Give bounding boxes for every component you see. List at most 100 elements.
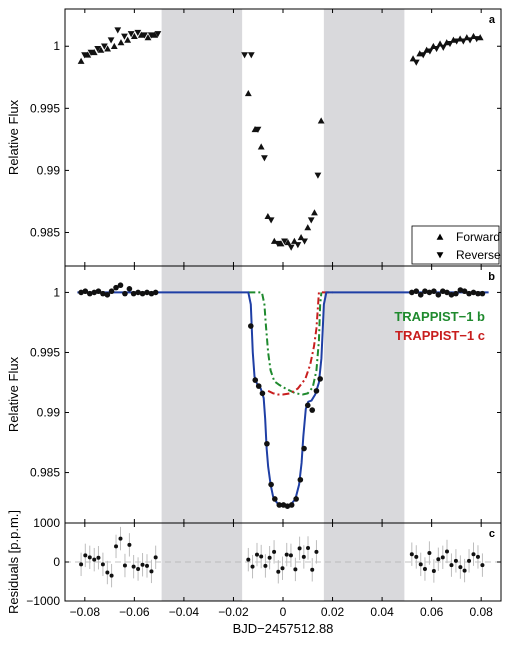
forward-point-17: [277, 240, 285, 247]
binned-point-38: [417, 292, 424, 298]
reverse-point-23: [314, 172, 322, 179]
y-tick-label-b-2: 0.995: [30, 345, 60, 359]
panel-b-data-points: [78, 282, 486, 509]
x-tick-label-4: 0: [280, 605, 287, 619]
x-tick-label-5: 0.02: [321, 605, 345, 619]
residual-point-39: [427, 551, 432, 556]
forward-point-1: [84, 51, 92, 58]
forward-point-10: [144, 34, 152, 41]
panel-c-label: c: [489, 528, 495, 540]
reverse-point-32: [466, 37, 474, 44]
reverse-point-19: [287, 244, 295, 251]
reverse-point-24: [412, 59, 420, 66]
reverse-point-28: [439, 44, 447, 51]
binned-point-20: [255, 383, 262, 389]
residual-point-3: [92, 557, 97, 562]
binned-point-19: [252, 377, 259, 383]
panel-c-frame: [64, 522, 502, 602]
residual-point-26: [280, 566, 285, 571]
residual-point-6: [105, 570, 110, 575]
binned-point-5: [100, 290, 106, 297]
binned-point-27: [284, 503, 291, 509]
forward-point-4: [104, 45, 112, 52]
shaded-region-a-2: [323, 9, 405, 266]
binned-point-46: [453, 290, 459, 297]
reverse-point-3: [100, 43, 108, 50]
shaded-region-b-2: [323, 266, 405, 523]
x-tick-label-3: −0.02: [218, 605, 249, 619]
reverse-point-8: [134, 29, 142, 36]
reverse-point-20: [294, 242, 302, 249]
residual-point-42: [440, 555, 445, 560]
legend-forward-marker: [436, 233, 444, 240]
residual-point-10: [122, 563, 127, 568]
reverse-point-18: [281, 238, 288, 245]
binned-point-29: [293, 496, 299, 502]
reverse-point-16: [267, 217, 275, 224]
binned-point-50: [470, 289, 477, 296]
residual-point-25: [276, 569, 281, 574]
trappist-1c-model-curve: [267, 291, 333, 396]
panel-b-y-axis-label: Relative Flux: [6, 356, 21, 432]
reverse-point-0: [81, 52, 88, 59]
reverse-point-10: [147, 32, 155, 39]
binned-point-9: [117, 282, 124, 289]
x-tick-label-1: −0.06: [119, 605, 150, 619]
residual-point-40: [431, 568, 436, 573]
reverse-point-25: [419, 52, 427, 59]
forward-point-5: [110, 42, 118, 49]
reverse-point-11: [154, 31, 162, 38]
residual-point-20: [254, 552, 259, 557]
panel-a-y-ticks: 0.985 0.99 0.995 1: [30, 39, 501, 239]
residual-point-4: [96, 555, 101, 560]
binned-point-40: [426, 289, 433, 296]
residual-point-17: [153, 555, 158, 560]
binned-point-37: [413, 288, 420, 295]
binned-point-43: [439, 288, 446, 295]
panel-b-x-ticks: [84, 266, 482, 523]
reverse-point-4: [107, 37, 115, 44]
reverse-point-33: [473, 36, 481, 43]
binned-point-7: [108, 288, 115, 295]
residual-point-33: [310, 567, 315, 572]
forward-point-8: [130, 32, 138, 40]
binned-point-17: [152, 289, 159, 296]
y-tick-label-a-2: 0.995: [30, 101, 60, 115]
panel-a-shaded-regions: [161, 9, 405, 266]
y-tick-label-a-1: 0.99: [37, 163, 61, 177]
binned-point-14: [139, 290, 146, 297]
panel-c-error-bars: [80, 526, 483, 588]
binned-point-49: [466, 290, 472, 297]
binned-point-25: [276, 502, 283, 508]
y-tick-label-c-2: 1000: [33, 516, 60, 530]
residual-point-16: [149, 569, 154, 574]
residual-point-23: [267, 555, 272, 560]
reverse-point-15: [261, 155, 268, 162]
panel-a-y-axis-label: Relative Flux: [6, 99, 21, 175]
forward-point-23: [317, 117, 325, 124]
reverse-point-12: [241, 52, 249, 59]
panel-c-data-points: [79, 536, 485, 578]
binned-point-12: [130, 290, 137, 297]
panel-a-x-ticks: [84, 9, 482, 266]
x-tick-label-6: 0.04: [370, 605, 394, 619]
residual-point-28: [288, 553, 293, 558]
residual-point-31: [301, 554, 306, 559]
total-model-curve: [77, 291, 489, 508]
reverse-point-2: [94, 46, 102, 53]
residual-point-30: [297, 546, 302, 551]
binned-point-34: [313, 388, 320, 394]
x-tick-label-8: 0.08: [470, 605, 494, 619]
residual-point-15: [144, 563, 149, 568]
residual-point-24: [272, 549, 277, 554]
x-axis-label: BJD−2457512.88: [233, 621, 334, 636]
residual-point-51: [480, 563, 485, 568]
reverse-point-31: [459, 38, 467, 45]
residual-point-32: [306, 545, 311, 550]
forward-point-22: [311, 209, 318, 216]
residual-point-41: [436, 557, 441, 562]
panel-c-y-axis-label: Residuals [p.p.m.]: [6, 510, 21, 614]
reverse-point-22: [307, 217, 315, 224]
reverse-point-29: [446, 41, 454, 48]
residual-point-36: [414, 554, 419, 559]
